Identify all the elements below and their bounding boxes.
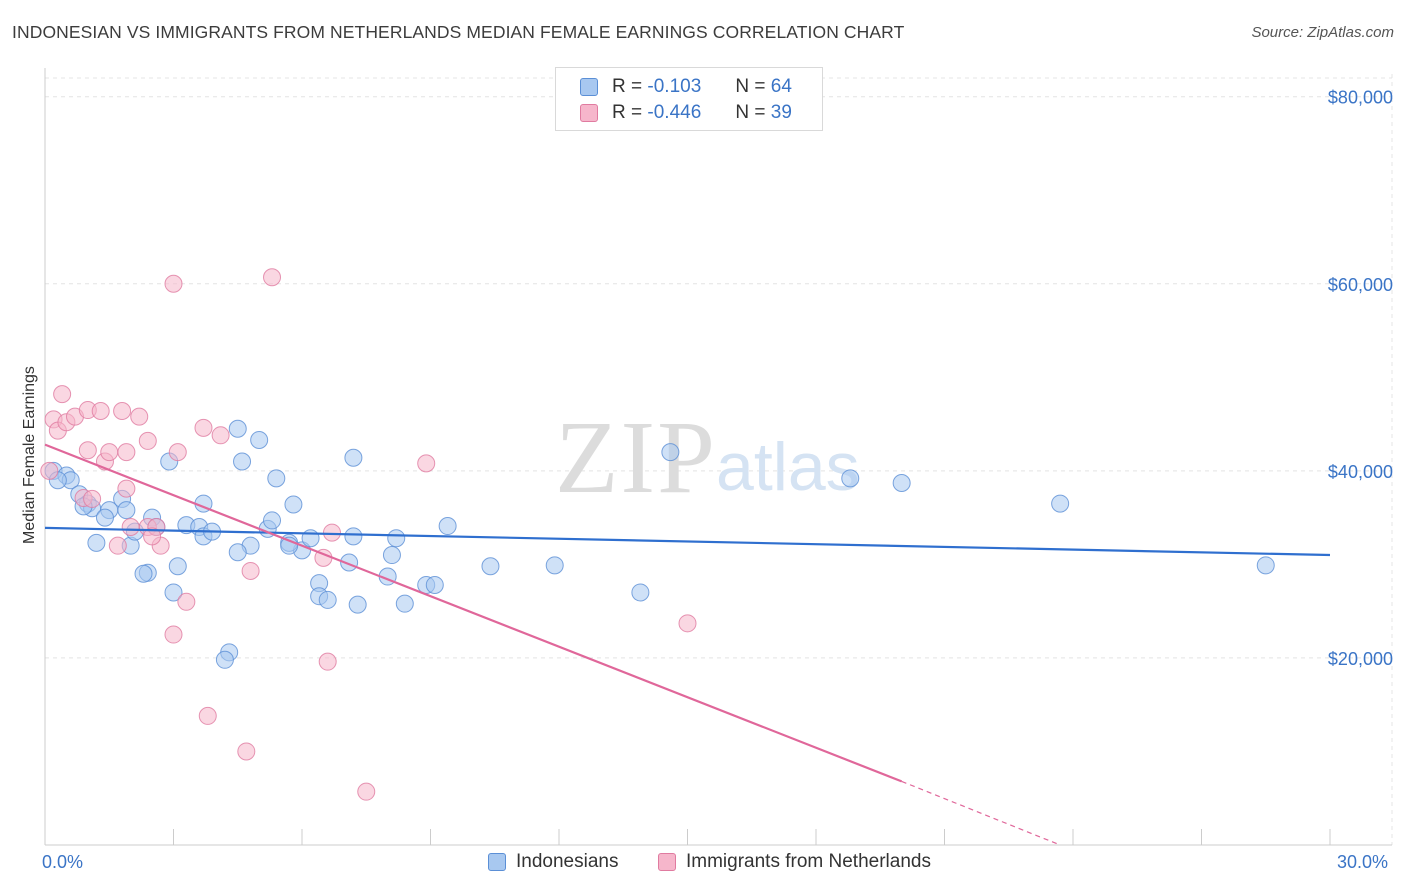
legend-swatch-pink: [658, 853, 676, 871]
legend-r-label: R =: [612, 76, 643, 97]
indonesian-point: [344, 448, 363, 467]
legend-swatch-blue: [580, 78, 598, 96]
indonesian-point: [95, 508, 114, 527]
netherlands-point: [263, 268, 282, 287]
netherlands-point: [40, 461, 59, 480]
legend-n-label: N =: [735, 76, 766, 97]
x-tick-label-min: 0.0%: [42, 852, 84, 872]
netherlands-point: [130, 407, 149, 426]
indonesian-point: [168, 557, 187, 576]
legend-swatch-pink: [580, 104, 598, 122]
chart-title: INDONESIAN VS IMMIGRANTS FROM NETHERLAND…: [12, 22, 905, 42]
netherlands-point: [117, 479, 136, 498]
legend-item-netherlands[interactable]: Immigrants from Netherlands: [658, 851, 931, 873]
netherlands-point: [198, 706, 217, 725]
legend-r-label: R =: [612, 102, 643, 123]
indonesian-point: [344, 527, 363, 546]
legend-row-indonesians: R = -0.103 N = 64: [580, 75, 792, 99]
legend-n-value: 39: [770, 102, 792, 123]
netherlands-point: [168, 443, 187, 462]
indonesian-point: [348, 595, 367, 614]
indonesian-trend-line: [44, 526, 1331, 557]
x-tick-label-max: 30.0%: [1337, 852, 1389, 872]
legend-r-value: -0.103: [647, 76, 702, 97]
netherlands-point: [100, 443, 119, 462]
indonesian-point: [233, 452, 252, 471]
y-tick-label: $40,000: [1328, 462, 1393, 482]
netherlands-point: [91, 401, 110, 420]
indonesian-point: [164, 583, 183, 602]
indonesian-point: [1256, 556, 1275, 575]
correlation-legend: R = -0.103 N = 64 R = -0.446 N = 39: [555, 67, 823, 131]
y-tick-labels: $20,000 $40,000 $60,000 $80,000: [1328, 88, 1393, 669]
netherlands-point: [194, 418, 213, 437]
points-layer: [40, 268, 1275, 801]
indonesian-point: [301, 529, 320, 548]
legend-n-value: 64: [770, 76, 792, 97]
watermark: ZIP atlas: [555, 400, 860, 515]
netherlands-point: [113, 401, 132, 420]
legend-swatch-blue: [488, 853, 506, 871]
indonesian-point: [87, 533, 106, 552]
indonesian-point: [263, 511, 282, 530]
legend-row-netherlands: R = -0.446 N = 39: [580, 101, 792, 125]
netherlands-point: [318, 652, 337, 671]
y-tick-label: $20,000: [1328, 649, 1393, 669]
indonesian-point: [117, 501, 136, 520]
legend-label-netherlands: Immigrants from Netherlands: [686, 851, 931, 872]
netherlands-point: [357, 782, 376, 801]
indonesian-point: [661, 443, 680, 462]
netherlands-point: [177, 592, 196, 611]
netherlands-point: [117, 443, 136, 462]
indonesian-point: [267, 469, 286, 488]
indonesian-point: [228, 543, 247, 562]
indonesian-point: [215, 650, 234, 669]
netherlands-point: [53, 385, 72, 404]
netherlands-point: [138, 431, 157, 450]
netherlands-point: [143, 527, 162, 546]
netherlands-point: [417, 454, 436, 473]
indonesian-point: [250, 430, 269, 449]
y-tick-label: $80,000: [1328, 88, 1393, 108]
indonesian-point: [425, 575, 444, 594]
axis-layer: [44, 68, 1392, 846]
watermark-zip: ZIP: [555, 400, 717, 515]
indonesian-point: [134, 564, 153, 583]
netherlands-point: [108, 536, 127, 555]
netherlands-point: [211, 426, 230, 445]
legend-item-indonesians[interactable]: Indonesians: [488, 851, 618, 873]
trend-layer: [44, 443, 1331, 846]
indonesian-point: [438, 517, 457, 536]
netherlands-point: [78, 441, 97, 460]
indonesian-point: [284, 495, 303, 514]
netherlands-point: [241, 561, 260, 580]
netherlands-point: [237, 742, 256, 761]
indonesian-point: [545, 556, 564, 575]
netherlands-trend-extension: [901, 780, 1061, 846]
netherlands-point: [678, 614, 697, 633]
indonesian-point: [395, 594, 414, 613]
indonesian-point: [892, 474, 911, 493]
indonesian-point: [1051, 494, 1070, 513]
indonesian-point: [631, 583, 650, 602]
indonesian-point: [228, 419, 247, 438]
indonesian-point: [481, 557, 500, 576]
legend-r-value: -0.446: [647, 102, 702, 123]
indonesian-point: [841, 469, 860, 488]
legend-n-label: N =: [735, 102, 766, 123]
netherlands-point: [164, 625, 183, 644]
indonesian-point: [387, 529, 406, 548]
netherlands-point: [164, 274, 183, 293]
netherlands-point: [121, 517, 140, 536]
source-credit: Source: ZipAtlas.com: [1251, 24, 1394, 41]
netherlands-point: [83, 489, 102, 508]
netherlands-point: [322, 523, 341, 542]
watermark-atlas: atlas: [716, 429, 860, 505]
indonesian-point: [382, 546, 401, 565]
indonesian-point: [318, 590, 337, 609]
legend-label-indonesians: Indonesians: [516, 851, 619, 872]
y-tick-label: $60,000: [1328, 275, 1393, 295]
netherlands-trend-line: [44, 443, 903, 783]
